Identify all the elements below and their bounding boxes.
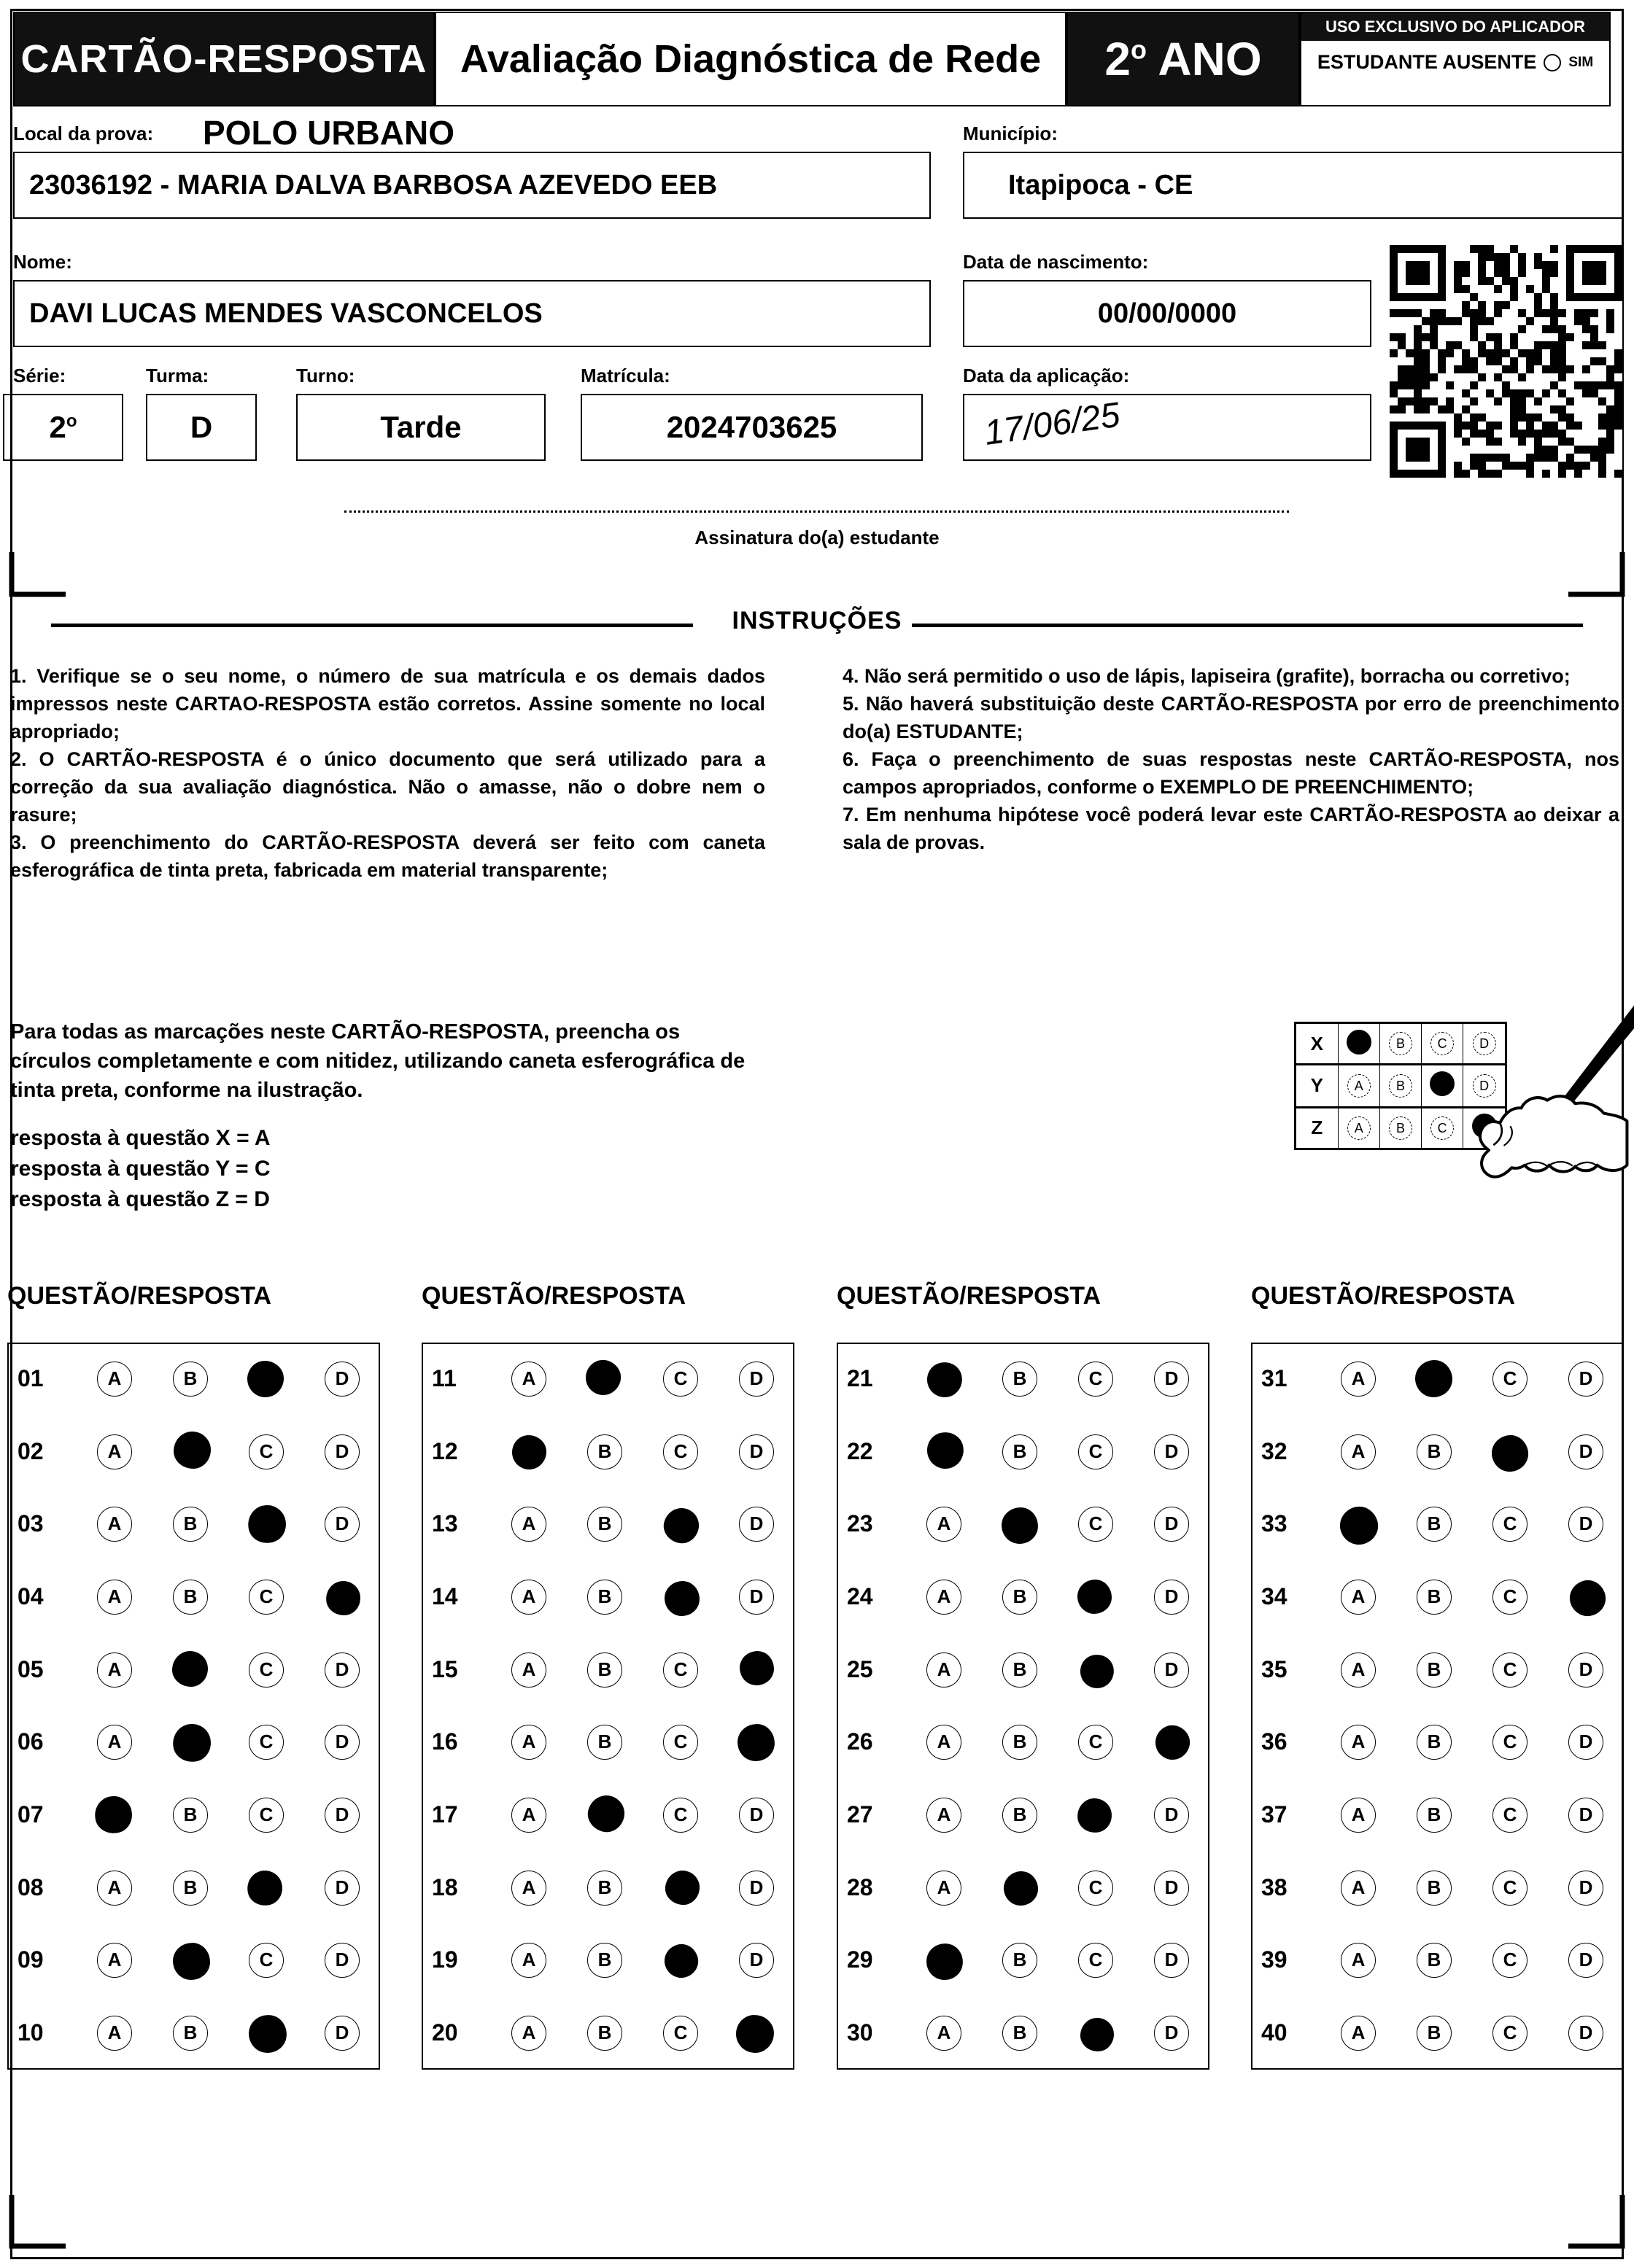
svg-text:17/06/25: 17/06/25 — [982, 395, 1123, 453]
